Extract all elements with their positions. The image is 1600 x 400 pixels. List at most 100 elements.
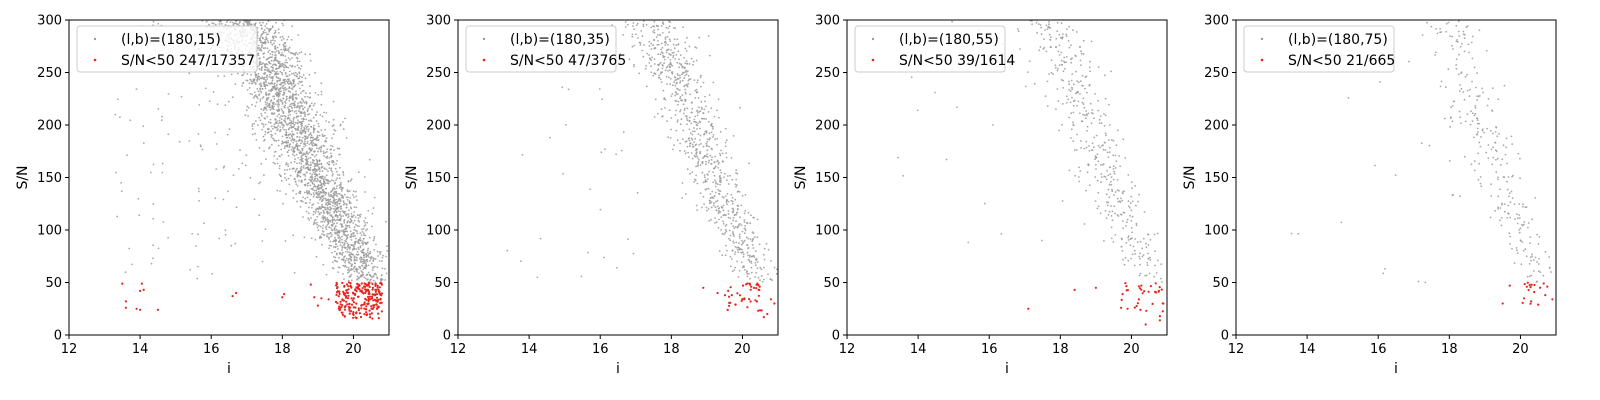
- data-point: [679, 54, 682, 57]
- data-point: [714, 185, 717, 188]
- data-point: [1500, 164, 1502, 166]
- data-point: [727, 216, 730, 219]
- data-point: [278, 108, 280, 111]
- data-point: [287, 133, 290, 136]
- data-point: [704, 95, 706, 98]
- data-point: [735, 241, 738, 244]
- data-point: [317, 190, 320, 193]
- data-point: [265, 103, 267, 106]
- data-point: [1466, 89, 1469, 92]
- data-point: [385, 255, 387, 258]
- data-point: [142, 125, 145, 128]
- data-point: [677, 50, 680, 53]
- data-point: [262, 109, 265, 112]
- data-point: [698, 110, 701, 113]
- data-point: [293, 93, 296, 96]
- data-point: [272, 103, 275, 105]
- data-point: [713, 195, 716, 198]
- data-point: [1440, 80, 1443, 83]
- data-point: [902, 174, 905, 177]
- data-point: [364, 267, 367, 270]
- data-point: [251, 127, 254, 130]
- data-point: [342, 197, 344, 199]
- low-sn-point: [746, 306, 749, 309]
- data-point: [731, 270, 734, 273]
- data-point: [295, 75, 298, 77]
- data-point: [662, 64, 664, 67]
- low-sn-point: [758, 309, 762, 312]
- data-point: [297, 115, 300, 117]
- low-sn-point: [363, 303, 366, 306]
- data-point: [332, 192, 335, 195]
- data-point: [259, 77, 262, 80]
- legend: (l,b)=(180,15)S/N<50 247/17357: [76, 25, 258, 73]
- data-point: [1134, 184, 1137, 187]
- data-point: [299, 152, 301, 155]
- data-point: [1519, 177, 1521, 180]
- data-point: [1461, 43, 1463, 45]
- data-point: [1052, 73, 1054, 75]
- data-point: [1038, 49, 1041, 52]
- data-point: [280, 100, 283, 102]
- low-sn-point: [749, 300, 752, 303]
- data-point: [679, 109, 682, 111]
- data-point: [706, 156, 709, 158]
- data-point: [743, 232, 746, 235]
- data-point: [685, 50, 688, 52]
- data-point: [653, 31, 656, 34]
- low-sn-point: [766, 312, 769, 316]
- data-point: [730, 194, 733, 196]
- data-point: [362, 244, 364, 246]
- data-point: [1071, 86, 1073, 89]
- data-point: [1532, 259, 1535, 261]
- data-point: [307, 134, 310, 137]
- data-point: [327, 198, 330, 201]
- data-point: [1487, 144, 1490, 146]
- data-point: [749, 277, 751, 280]
- data-point: [362, 262, 364, 265]
- data-point: [1071, 96, 1073, 99]
- data-point: [1529, 236, 1532, 239]
- data-point: [643, 44, 645, 46]
- data-point: [743, 212, 746, 215]
- data-point: [1081, 101, 1084, 104]
- low-sn-point: [348, 281, 351, 284]
- data-point: [330, 235, 332, 238]
- data-point: [326, 151, 328, 153]
- data-point: [347, 267, 350, 269]
- low-sn-point: [1120, 306, 1123, 309]
- data-point: [1061, 200, 1064, 202]
- data-point: [306, 95, 309, 98]
- data-point: [275, 68, 277, 70]
- data-point: [718, 116, 720, 119]
- data-point: [1445, 30, 1448, 33]
- data-point: [335, 228, 338, 231]
- data-point: [1467, 43, 1470, 46]
- data-point: [268, 103, 271, 106]
- data-point: [307, 157, 310, 160]
- data-point: [1505, 137, 1508, 140]
- data-point: [327, 201, 329, 204]
- data-point: [349, 230, 352, 233]
- data-point: [1050, 46, 1052, 48]
- low-sn-point: [1149, 285, 1152, 288]
- data-point: [341, 186, 344, 189]
- data-point: [281, 22, 284, 25]
- data-point: [333, 256, 335, 258]
- data-point: [278, 173, 281, 176]
- data-point: [753, 216, 755, 219]
- low-sn-point: [734, 303, 737, 306]
- data-point: [343, 193, 346, 196]
- data-point: [291, 93, 294, 96]
- data-point: [1471, 120, 1474, 122]
- data-point: [342, 259, 345, 262]
- data-point: [661, 46, 664, 49]
- data-point: [1061, 123, 1063, 126]
- data-point: [1116, 179, 1119, 181]
- data-point: [332, 240, 334, 243]
- data-point: [360, 270, 363, 272]
- data-point: [1096, 179, 1099, 182]
- data-point: [290, 84, 293, 86]
- data-point: [214, 197, 217, 200]
- data-point: [756, 218, 759, 221]
